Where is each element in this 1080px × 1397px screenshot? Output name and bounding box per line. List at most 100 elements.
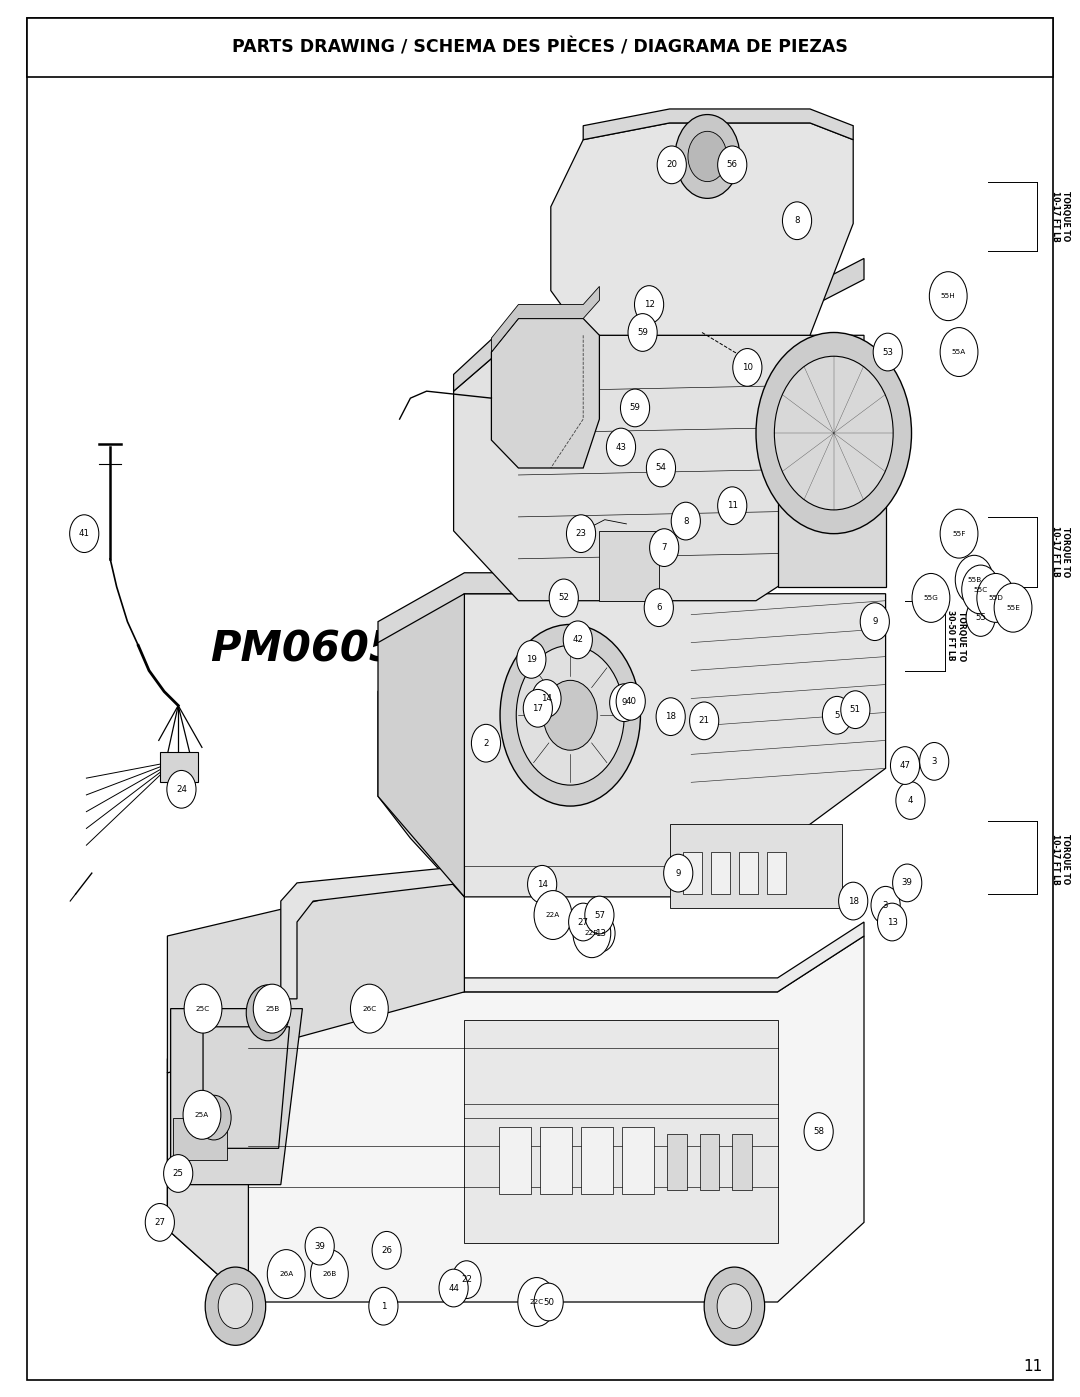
Bar xyxy=(27,18,1053,77)
Circle shape xyxy=(663,854,693,893)
Text: 4: 4 xyxy=(907,796,914,805)
Circle shape xyxy=(962,566,1000,615)
Text: 18: 18 xyxy=(848,897,859,905)
Polygon shape xyxy=(551,123,853,335)
Circle shape xyxy=(311,1249,348,1299)
Circle shape xyxy=(197,1095,231,1140)
Circle shape xyxy=(675,115,740,198)
Circle shape xyxy=(994,584,1032,631)
Circle shape xyxy=(518,1277,555,1327)
Circle shape xyxy=(567,515,596,553)
Text: 19: 19 xyxy=(526,655,537,664)
Text: 58: 58 xyxy=(813,1127,824,1136)
Text: TORQUE TO
10-17 FT LB: TORQUE TO 10-17 FT LB xyxy=(1051,191,1070,242)
Polygon shape xyxy=(778,447,886,587)
Circle shape xyxy=(895,782,924,819)
Polygon shape xyxy=(378,594,886,897)
Text: TORQUE TO
30-50 FT LB: TORQUE TO 30-50 FT LB xyxy=(946,610,966,661)
Circle shape xyxy=(650,529,679,567)
Circle shape xyxy=(912,573,950,623)
Circle shape xyxy=(620,390,650,427)
Text: 51: 51 xyxy=(850,705,861,714)
Text: 41: 41 xyxy=(79,529,90,538)
Circle shape xyxy=(717,1284,752,1329)
Polygon shape xyxy=(599,531,659,601)
Text: 59: 59 xyxy=(630,404,640,412)
Text: 26C: 26C xyxy=(362,1006,377,1011)
Text: 55F: 55F xyxy=(953,531,966,536)
Text: 8: 8 xyxy=(683,517,689,525)
Text: 24: 24 xyxy=(176,785,187,793)
Circle shape xyxy=(823,697,852,735)
Circle shape xyxy=(920,743,949,780)
Circle shape xyxy=(607,427,635,467)
Circle shape xyxy=(549,580,579,617)
Circle shape xyxy=(940,510,978,557)
Circle shape xyxy=(839,883,868,921)
Bar xyxy=(540,1127,572,1194)
Circle shape xyxy=(861,604,890,640)
Text: 53: 53 xyxy=(882,348,893,356)
Text: 25C: 25C xyxy=(195,1006,211,1011)
Bar xyxy=(700,1134,719,1190)
Text: 3: 3 xyxy=(931,757,937,766)
Polygon shape xyxy=(670,824,842,908)
Polygon shape xyxy=(454,335,864,601)
Circle shape xyxy=(644,590,674,627)
Circle shape xyxy=(585,897,615,935)
Bar xyxy=(499,1127,531,1194)
Bar xyxy=(173,1118,227,1160)
Text: 26A: 26A xyxy=(279,1271,294,1277)
Text: 22: 22 xyxy=(461,1275,472,1284)
Circle shape xyxy=(184,983,222,1034)
Polygon shape xyxy=(378,489,886,643)
Polygon shape xyxy=(378,594,464,897)
Text: 22A: 22A xyxy=(545,912,561,918)
Circle shape xyxy=(534,891,572,940)
Text: 56: 56 xyxy=(727,161,738,169)
Text: 57: 57 xyxy=(594,911,605,919)
Circle shape xyxy=(717,486,747,525)
Text: 55A: 55A xyxy=(951,349,967,355)
Bar xyxy=(732,1134,752,1190)
Circle shape xyxy=(500,624,640,806)
Circle shape xyxy=(145,1203,175,1241)
Text: TORQUE TO
10-17 FT LB: TORQUE TO 10-17 FT LB xyxy=(1051,527,1070,577)
Bar xyxy=(160,752,198,782)
Polygon shape xyxy=(167,936,864,1302)
Text: 9: 9 xyxy=(873,617,877,626)
Text: 43: 43 xyxy=(616,443,626,451)
Text: 22C: 22C xyxy=(529,1299,544,1305)
Polygon shape xyxy=(583,109,853,140)
Circle shape xyxy=(977,573,1015,623)
Circle shape xyxy=(531,680,562,718)
Text: 55C: 55C xyxy=(973,587,988,592)
Circle shape xyxy=(166,771,197,807)
Text: 52: 52 xyxy=(558,594,569,602)
Circle shape xyxy=(255,996,281,1030)
Polygon shape xyxy=(454,258,864,391)
Text: PM0605000: PM0605000 xyxy=(211,629,486,671)
Circle shape xyxy=(523,690,553,726)
Text: 12: 12 xyxy=(644,300,654,309)
Circle shape xyxy=(634,286,663,324)
Text: 20: 20 xyxy=(666,161,677,169)
Text: 54: 54 xyxy=(656,464,666,472)
Text: 50: 50 xyxy=(543,1298,554,1306)
Bar xyxy=(622,1127,654,1194)
Circle shape xyxy=(704,1267,765,1345)
Circle shape xyxy=(306,1228,335,1266)
Circle shape xyxy=(569,902,598,942)
Text: 25A: 25A xyxy=(194,1112,210,1118)
Bar xyxy=(667,1134,687,1190)
Text: 55G: 55G xyxy=(923,595,939,601)
Circle shape xyxy=(646,450,676,488)
Circle shape xyxy=(543,680,597,750)
Circle shape xyxy=(940,328,978,377)
Circle shape xyxy=(656,698,686,736)
Text: 26B: 26B xyxy=(322,1271,337,1277)
Circle shape xyxy=(609,685,639,722)
Polygon shape xyxy=(167,866,464,1073)
Circle shape xyxy=(534,1282,564,1322)
Text: 40: 40 xyxy=(625,697,636,705)
